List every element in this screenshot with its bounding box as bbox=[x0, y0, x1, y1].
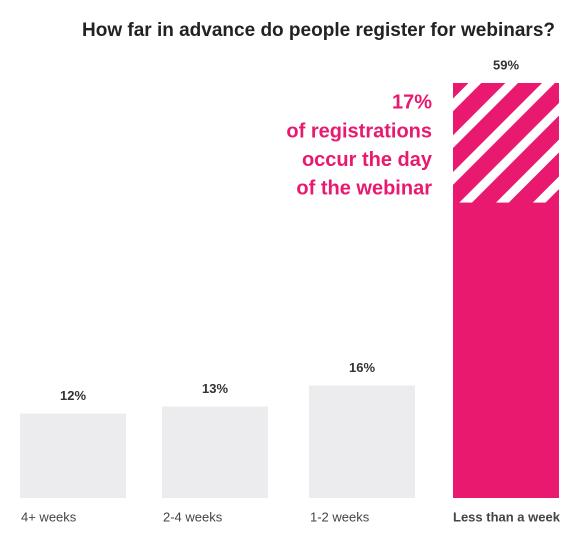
value-label: 16% bbox=[349, 360, 375, 375]
annotation-text: of the webinar bbox=[296, 177, 432, 199]
x-tick-label: 1-2 weeks bbox=[310, 509, 370, 524]
bar bbox=[162, 406, 268, 498]
value-label: 13% bbox=[202, 381, 228, 396]
value-label: 12% bbox=[60, 388, 86, 403]
x-tick-label: 4+ weeks bbox=[21, 509, 77, 524]
highlight-segment bbox=[453, 83, 559, 203]
annotation-text: occur the day bbox=[302, 149, 433, 171]
bar bbox=[309, 385, 415, 498]
bar bbox=[20, 413, 126, 498]
annotation-value: 17% bbox=[392, 91, 432, 113]
chart-title: How far in advance do people register fo… bbox=[82, 20, 555, 41]
value-label: 59% bbox=[493, 57, 519, 72]
annotation-text: of registrations bbox=[286, 120, 432, 142]
x-tick-label: Less than a week bbox=[453, 509, 561, 524]
x-tick-label: 2-4 weeks bbox=[163, 509, 223, 524]
